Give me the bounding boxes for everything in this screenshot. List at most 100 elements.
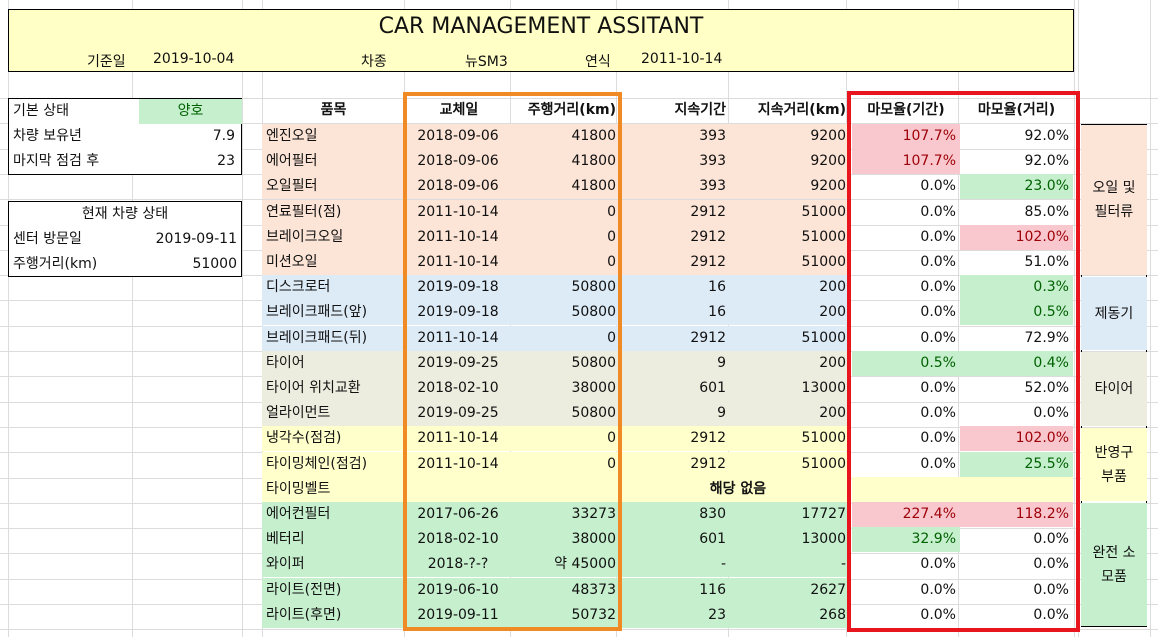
cell-distance[interactable]: 51000 (801, 254, 846, 270)
cell-distance[interactable]: 13000 (801, 531, 846, 547)
cell-distance[interactable]: 17727 (801, 506, 846, 522)
cell-item[interactable]: 에어컨필터 (266, 506, 331, 522)
cell-mileage[interactable]: 0 (607, 204, 616, 220)
cell-mileage[interactable]: 50732 (571, 607, 616, 623)
cell-distance[interactable]: 51000 (801, 456, 846, 472)
cell-duration[interactable]: 2912 (690, 430, 726, 446)
cell-wear-period[interactable]: 0.0% (920, 330, 956, 346)
cell-distance[interactable]: 51000 (801, 430, 846, 446)
cell-mileage[interactable]: 0 (607, 430, 616, 446)
cell-distance[interactable]: 268 (819, 607, 846, 623)
cell-wear-period[interactable]: 32.9% (852, 527, 960, 552)
cell-wear-period[interactable]: 0.0% (920, 582, 956, 598)
cell-item[interactable]: 디스크로터 (266, 279, 331, 295)
cell-mileage[interactable]: 50800 (571, 279, 616, 295)
cell-distance[interactable]: 200 (819, 355, 846, 371)
cell-wear-period[interactable]: 107.7% (852, 149, 960, 174)
cell-mileage[interactable]: 0 (607, 254, 616, 270)
cell-replace-date[interactable]: 2011-10-14 (417, 430, 499, 446)
cell-item[interactable]: 타이어 위치교환 (266, 380, 361, 396)
cell-duration[interactable]: 2912 (690, 229, 726, 245)
cell-mileage[interactable]: 38000 (571, 531, 616, 547)
model-value[interactable]: 뉴SM3 (465, 54, 508, 70)
cell-wear-period[interactable]: 0.5% (852, 351, 960, 376)
cell-replace-date[interactable]: 2019-06-10 (417, 582, 499, 598)
cell-wear-period[interactable]: 0.0% (920, 279, 956, 295)
cell-mileage[interactable]: 41800 (571, 178, 616, 194)
cell-duration[interactable]: 393 (699, 153, 726, 169)
cell-wear-period[interactable]: 107.7% (852, 124, 960, 149)
cell-wear-distance[interactable]: 0.3% (960, 275, 1073, 300)
cell-wear-distance[interactable]: 0.0% (1033, 531, 1069, 547)
cell-wear-distance[interactable]: 92.0% (1024, 128, 1069, 144)
cell-wear-distance[interactable]: 118.2% (960, 502, 1073, 527)
cell-item[interactable]: 냉각수(점검) (266, 430, 342, 446)
cell-wear-distance[interactable]: 52.0% (1024, 380, 1069, 396)
cell-distance[interactable]: 9200 (810, 128, 846, 144)
cell-item[interactable]: 라이트(후면) (266, 607, 342, 623)
cell-replace-date[interactable]: 2018-02-10 (417, 380, 499, 396)
mileage-value[interactable]: 51000 (192, 256, 237, 272)
cell-mileage[interactable]: 약 45000 (554, 556, 616, 572)
cell-item[interactable]: 타이어 (266, 355, 305, 371)
cell-replace-date[interactable]: 2011-10-14 (417, 330, 499, 346)
cell-replace-date[interactable]: 2018-09-06 (417, 128, 499, 144)
cell-wear-distance[interactable]: 0.0% (1033, 607, 1069, 623)
cell-mileage[interactable]: 0 (607, 229, 616, 245)
cell-wear-period[interactable]: 0.0% (920, 456, 956, 472)
cell-wear-distance[interactable]: 102.0% (960, 225, 1073, 250)
cell-wear-period[interactable]: 0.0% (920, 178, 956, 194)
cell-item[interactable]: 와이퍼 (266, 556, 305, 572)
cell-distance[interactable]: 51000 (801, 229, 846, 245)
cell-duration[interactable]: 830 (699, 506, 726, 522)
cell-wear-period[interactable]: 0.0% (920, 430, 956, 446)
cell-mileage[interactable]: 41800 (571, 128, 616, 144)
cell-mileage[interactable]: 38000 (571, 380, 616, 396)
years-owned-value[interactable]: 7.9 (212, 128, 235, 144)
cell-duration[interactable]: 601 (699, 531, 726, 547)
cell-wear-distance[interactable]: 25.5% (960, 452, 1073, 477)
cell-mileage[interactable]: 33273 (571, 506, 616, 522)
base-date-value[interactable]: 2019-10-04 (153, 51, 235, 67)
cell-replace-date[interactable]: 2011-10-14 (417, 456, 499, 472)
cell-distance[interactable]: 200 (819, 304, 846, 320)
cell-distance[interactable]: 51000 (801, 204, 846, 220)
cell-replace-date[interactable]: 2011-10-14 (417, 254, 499, 270)
cell-wear-period[interactable]: 0.0% (920, 229, 956, 245)
cell-duration[interactable]: 601 (699, 380, 726, 396)
cell-wear-period[interactable]: 0.0% (920, 304, 956, 320)
cell-distance[interactable]: 200 (819, 279, 846, 295)
cell-duration[interactable]: 393 (699, 178, 726, 194)
center-visit-value[interactable]: 2019-09-11 (155, 231, 237, 247)
cell-duration[interactable]: 116 (699, 582, 726, 598)
cell-wear-distance[interactable]: 51.0% (1024, 254, 1069, 270)
cell-distance[interactable]: 9200 (810, 153, 846, 169)
cell-wear-distance[interactable]: 72.9% (1024, 330, 1069, 346)
cell-replace-date[interactable]: 2018-09-06 (417, 178, 499, 194)
cell-item[interactable]: 브레이크오일 (266, 229, 344, 245)
cell-duration[interactable]: 16 (708, 279, 726, 295)
cell-distance[interactable]: - (840, 556, 846, 572)
cell-mileage[interactable]: 50800 (571, 304, 616, 320)
cell-duration[interactable]: 9 (717, 355, 726, 371)
cell-distance[interactable]: 9200 (810, 178, 846, 194)
cell-mileage[interactable]: 50800 (571, 355, 616, 371)
cell-item[interactable]: 오일필터 (266, 178, 318, 194)
cell-wear-period[interactable]: 0.0% (920, 405, 956, 421)
cell-replace-date[interactable]: 2017-06-26 (417, 506, 499, 522)
cell-duration[interactable]: 16 (708, 304, 726, 320)
cell-duration[interactable]: 2912 (690, 204, 726, 220)
cell-replace-date[interactable]: 2018-?-? (427, 556, 489, 572)
cell-item[interactable]: 에어필터 (266, 153, 318, 169)
cell-item[interactable]: 타이밍벨트 (266, 481, 331, 497)
cell-wear-period[interactable]: 0.0% (920, 607, 956, 623)
cell-wear-distance[interactable]: 92.0% (1024, 153, 1069, 169)
cell-item[interactable]: 브레이크패드(뒤) (266, 330, 368, 346)
cell-distance[interactable]: 51000 (801, 330, 846, 346)
cell-wear-distance[interactable]: 85.0% (1024, 204, 1069, 220)
since-inspection-value[interactable]: 23 (217, 153, 235, 169)
cell-replace-date[interactable]: 2019-09-25 (417, 355, 499, 371)
cell-distance[interactable]: 2627 (810, 582, 846, 598)
cell-distance[interactable]: 200 (819, 405, 846, 421)
cell-mileage[interactable]: 48373 (571, 582, 616, 598)
